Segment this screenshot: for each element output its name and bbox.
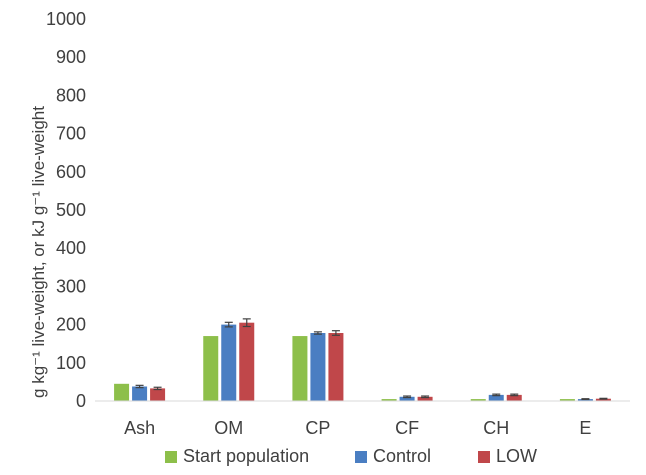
y-tick-label: 500 (56, 200, 86, 220)
legend-label: Control (373, 446, 431, 466)
y-axis-ticks: 0 100 200 300 400 500 600 700 800 900 1000 (46, 9, 86, 411)
bar-e-2 (595, 398, 611, 401)
x-tick-label: OM (214, 418, 243, 438)
bar-cp-2 (328, 333, 344, 401)
bar-cf-1 (399, 396, 415, 401)
x-tick-label: CP (305, 418, 330, 438)
bar-cp-1 (310, 333, 326, 401)
bar-ch-1 (488, 394, 504, 401)
bar-ch-2 (506, 394, 522, 401)
x-tick-label: Ash (124, 418, 155, 438)
bar-cp-0 (292, 336, 308, 401)
y-tick-label: 0 (76, 391, 86, 411)
y-axis-label: g kg⁻¹ live-weight, or kJ g⁻¹ live-weigh… (29, 106, 48, 398)
bars (114, 318, 611, 401)
bar-e-0 (559, 399, 575, 401)
y-tick-label: 600 (56, 162, 86, 182)
y-tick-label: 700 (56, 124, 86, 144)
legend-swatch (355, 451, 367, 463)
bar-om-0 (203, 336, 219, 401)
y-tick-label: 1000 (46, 9, 86, 29)
legend-label: Start population (183, 446, 309, 466)
legend: Start population Control LOW (165, 446, 537, 466)
bar-ash-1 (132, 386, 148, 401)
y-tick-label: 100 (56, 353, 86, 373)
bar-cf-0 (381, 399, 397, 401)
x-axis-ticks: Ash OM CP CF CH E (124, 418, 591, 438)
bar-ch-0 (470, 399, 486, 401)
y-tick-label: 300 (56, 276, 86, 296)
bar-ash-2 (150, 388, 166, 401)
legend-swatch (165, 451, 177, 463)
legend-label: LOW (496, 446, 537, 466)
legend-swatch (478, 451, 490, 463)
x-tick-label: CH (483, 418, 509, 438)
x-tick-label: CF (395, 418, 419, 438)
bar-cf-2 (417, 396, 433, 401)
y-tick-label: 200 (56, 315, 86, 335)
y-tick-label: 400 (56, 238, 86, 258)
bar-om-2 (239, 322, 255, 401)
bar-ash-0 (114, 383, 130, 401)
bar-om-1 (221, 324, 237, 401)
y-tick-label: 800 (56, 85, 86, 105)
x-tick-label: E (579, 418, 591, 438)
y-tick-label: 900 (56, 47, 86, 67)
